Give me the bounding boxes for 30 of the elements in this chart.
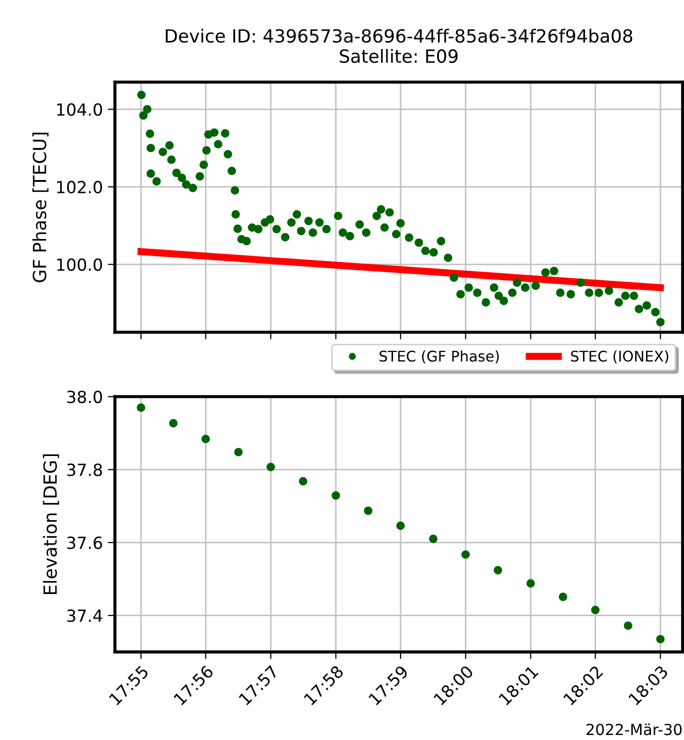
point — [169, 419, 178, 428]
point — [494, 566, 502, 574]
y-tick-label: 100.0 — [57, 258, 102, 271]
point — [266, 462, 276, 472]
point — [201, 434, 210, 444]
point — [461, 550, 470, 559]
point — [136, 403, 146, 412]
point — [396, 522, 405, 530]
point — [332, 491, 340, 500]
legend-label: STEC (IONEX) — [570, 350, 668, 364]
point — [364, 506, 372, 516]
y-tick-label: 37.4 — [67, 609, 102, 622]
y-tick-label: 37.8 — [67, 464, 102, 476]
chart-title: Device ID: 4396573a-8696-44ff-85a6-34f26f94ba08 Satellite: E09 — [166, 28, 632, 63]
point — [234, 448, 243, 456]
point — [429, 534, 438, 544]
y-tick-label: 38.0 — [67, 390, 102, 404]
legend-label: STEC (GF Phase) — [380, 350, 499, 364]
point — [656, 634, 665, 644]
point — [558, 592, 568, 602]
y-tick-label: 104.0 — [57, 103, 102, 116]
point — [298, 477, 308, 486]
y-tick-label: 102.0 — [57, 180, 102, 194]
y-axis-title: GF Phase [TECU] — [32, 132, 48, 282]
point — [526, 579, 535, 588]
y-tick-label: 37.6 — [67, 536, 102, 550]
point — [624, 621, 632, 630]
point — [591, 606, 600, 614]
y-axis-title: Elevation [DEG] — [42, 454, 60, 594]
text: 2022-Mär-30 — [586, 723, 682, 736]
